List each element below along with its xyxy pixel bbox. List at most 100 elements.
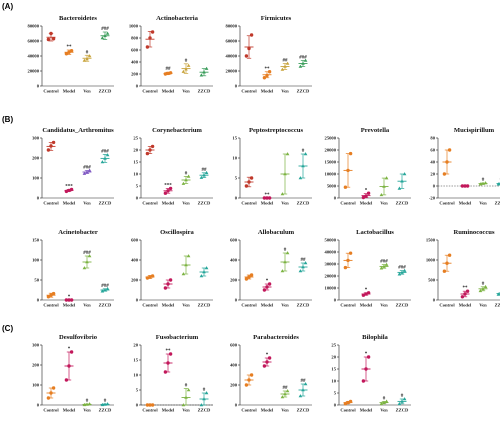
y-tick-label: 0 bbox=[433, 184, 436, 189]
x-tick-label: ZZCD bbox=[396, 408, 409, 413]
x-tick-label: ZZCD bbox=[99, 303, 112, 308]
data-point bbox=[181, 69, 186, 73]
data-point bbox=[283, 172, 287, 176]
y-tick-label: 200 bbox=[131, 72, 139, 77]
significance-mark: # bbox=[482, 178, 485, 183]
data-point bbox=[445, 160, 449, 164]
x-tick-label: ZZCD bbox=[198, 303, 211, 308]
panel-title: Mucispirillum bbox=[454, 127, 495, 134]
data-point bbox=[267, 356, 272, 360]
panel-lactobacillus: Lactobacillus 0 10000 20000 30000 40000 50000 C… bbox=[325, 229, 411, 308]
data-point bbox=[382, 264, 386, 268]
significance-mark: ** bbox=[463, 286, 469, 291]
data-point bbox=[168, 71, 173, 75]
data-point bbox=[478, 182, 483, 186]
data-point bbox=[184, 395, 188, 399]
data-point bbox=[303, 58, 308, 62]
data-point bbox=[244, 277, 249, 281]
y-tick-label: 0 bbox=[334, 298, 337, 303]
x-tick-label: Ven bbox=[380, 408, 388, 413]
data-point bbox=[51, 140, 56, 145]
significance-mark: * bbox=[365, 189, 368, 194]
data-point bbox=[103, 156, 107, 160]
x-tick-label: Model bbox=[360, 408, 373, 413]
x-tick-label: Ven bbox=[281, 303, 289, 308]
data-point bbox=[265, 285, 269, 289]
panel-peptostreptococcus: Peptostreptococcus 0 5 10 15 Control Model Ven Z… bbox=[232, 127, 312, 206]
x-tick-label: Model bbox=[162, 201, 175, 206]
significance-mark: # bbox=[383, 396, 386, 401]
data-point bbox=[51, 37, 56, 41]
y-tick-label: 400 bbox=[230, 258, 238, 263]
panel-title: Prevotella bbox=[361, 127, 390, 134]
y-tick-label: 20000 bbox=[325, 148, 337, 153]
y-tick-label: 0 bbox=[235, 403, 238, 408]
data-point bbox=[247, 46, 251, 51]
significance-mark: # bbox=[104, 399, 107, 404]
y-tick-label: 400 bbox=[230, 363, 238, 368]
y-tick-label: 1000 bbox=[426, 258, 436, 263]
x-tick-label: Control bbox=[439, 201, 455, 206]
x-tick-label: ZZCD bbox=[198, 408, 211, 413]
panel-corynebacterium: Corynebacterium 0 5 10 15 20 25 Control Model Ven… bbox=[133, 127, 213, 206]
y-tick-label: 60000 bbox=[28, 39, 40, 44]
y-tick-label: 300 bbox=[32, 343, 40, 348]
panel-title: Allobaculum bbox=[258, 229, 295, 236]
data-point bbox=[85, 170, 89, 174]
data-point bbox=[148, 275, 152, 279]
x-tick-label: Model bbox=[261, 303, 274, 308]
data-point bbox=[166, 189, 170, 193]
y-tick-label: 0 bbox=[136, 84, 139, 89]
panel-desulfovibrio: Desulfovibrio 0 100 200 300 Control Model Ven ZZ… bbox=[32, 334, 114, 413]
data-point bbox=[67, 298, 71, 302]
significance-mark: # bbox=[401, 394, 404, 399]
data-point bbox=[346, 258, 350, 263]
data-point bbox=[303, 261, 308, 265]
x-tick-label: ZZCD bbox=[396, 201, 409, 206]
panel-actinobacteria: Actinobacteria 0 200 400 600 800 1000 Control Mo… bbox=[129, 15, 213, 94]
data-point bbox=[244, 184, 249, 188]
data-point bbox=[402, 172, 407, 176]
data-point bbox=[247, 378, 251, 382]
data-point bbox=[82, 58, 87, 62]
x-tick-label: Ven bbox=[182, 408, 190, 413]
y-tick-label: 100 bbox=[32, 383, 40, 388]
y-tick-label: 300 bbox=[32, 136, 40, 141]
y-tick-label: 0 bbox=[235, 196, 238, 201]
x-tick-label: Control bbox=[241, 303, 257, 308]
data-point bbox=[87, 402, 92, 406]
y-tick-label: 5 bbox=[136, 388, 139, 393]
data-point bbox=[166, 282, 170, 286]
data-point bbox=[100, 160, 105, 164]
x-tick-label: Ven bbox=[380, 201, 388, 206]
x-tick-label: Ven bbox=[281, 408, 289, 413]
data-point bbox=[145, 45, 150, 49]
data-point bbox=[163, 191, 168, 195]
x-tick-label: Ven bbox=[83, 201, 91, 206]
y-tick-label: 400 bbox=[131, 258, 139, 263]
data-point bbox=[366, 191, 371, 195]
panel-title: Acinetobacter bbox=[58, 229, 98, 236]
data-point bbox=[361, 293, 366, 297]
data-point bbox=[186, 388, 191, 392]
data-point bbox=[46, 37, 51, 42]
data-point bbox=[280, 269, 285, 273]
data-point bbox=[186, 254, 191, 258]
significance-mark: # bbox=[185, 59, 188, 64]
data-point bbox=[166, 361, 170, 365]
data-point bbox=[150, 144, 155, 149]
x-tick-label: Control bbox=[340, 408, 356, 413]
data-point bbox=[150, 30, 155, 34]
data-point bbox=[85, 402, 89, 406]
data-point bbox=[69, 350, 74, 354]
significance-mark: # bbox=[86, 399, 89, 404]
significance-mark: ## bbox=[283, 386, 289, 391]
data-point bbox=[249, 33, 254, 37]
significance-mark: ## bbox=[301, 379, 307, 384]
y-tick-label: 0 bbox=[334, 403, 337, 408]
data-point bbox=[163, 286, 168, 290]
significance-mark: ### bbox=[101, 284, 109, 289]
y-tick-label: 15 bbox=[133, 358, 138, 363]
y-tick-label: 0 bbox=[433, 298, 436, 303]
significance-mark: # bbox=[203, 388, 206, 393]
